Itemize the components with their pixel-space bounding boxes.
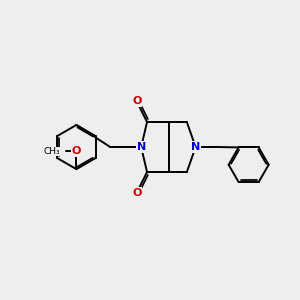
Text: N: N — [136, 142, 146, 152]
Text: O: O — [72, 146, 81, 157]
Text: O: O — [132, 96, 141, 106]
Text: CH₃: CH₃ — [44, 147, 60, 156]
Text: N: N — [191, 142, 200, 152]
Text: O: O — [132, 188, 141, 198]
